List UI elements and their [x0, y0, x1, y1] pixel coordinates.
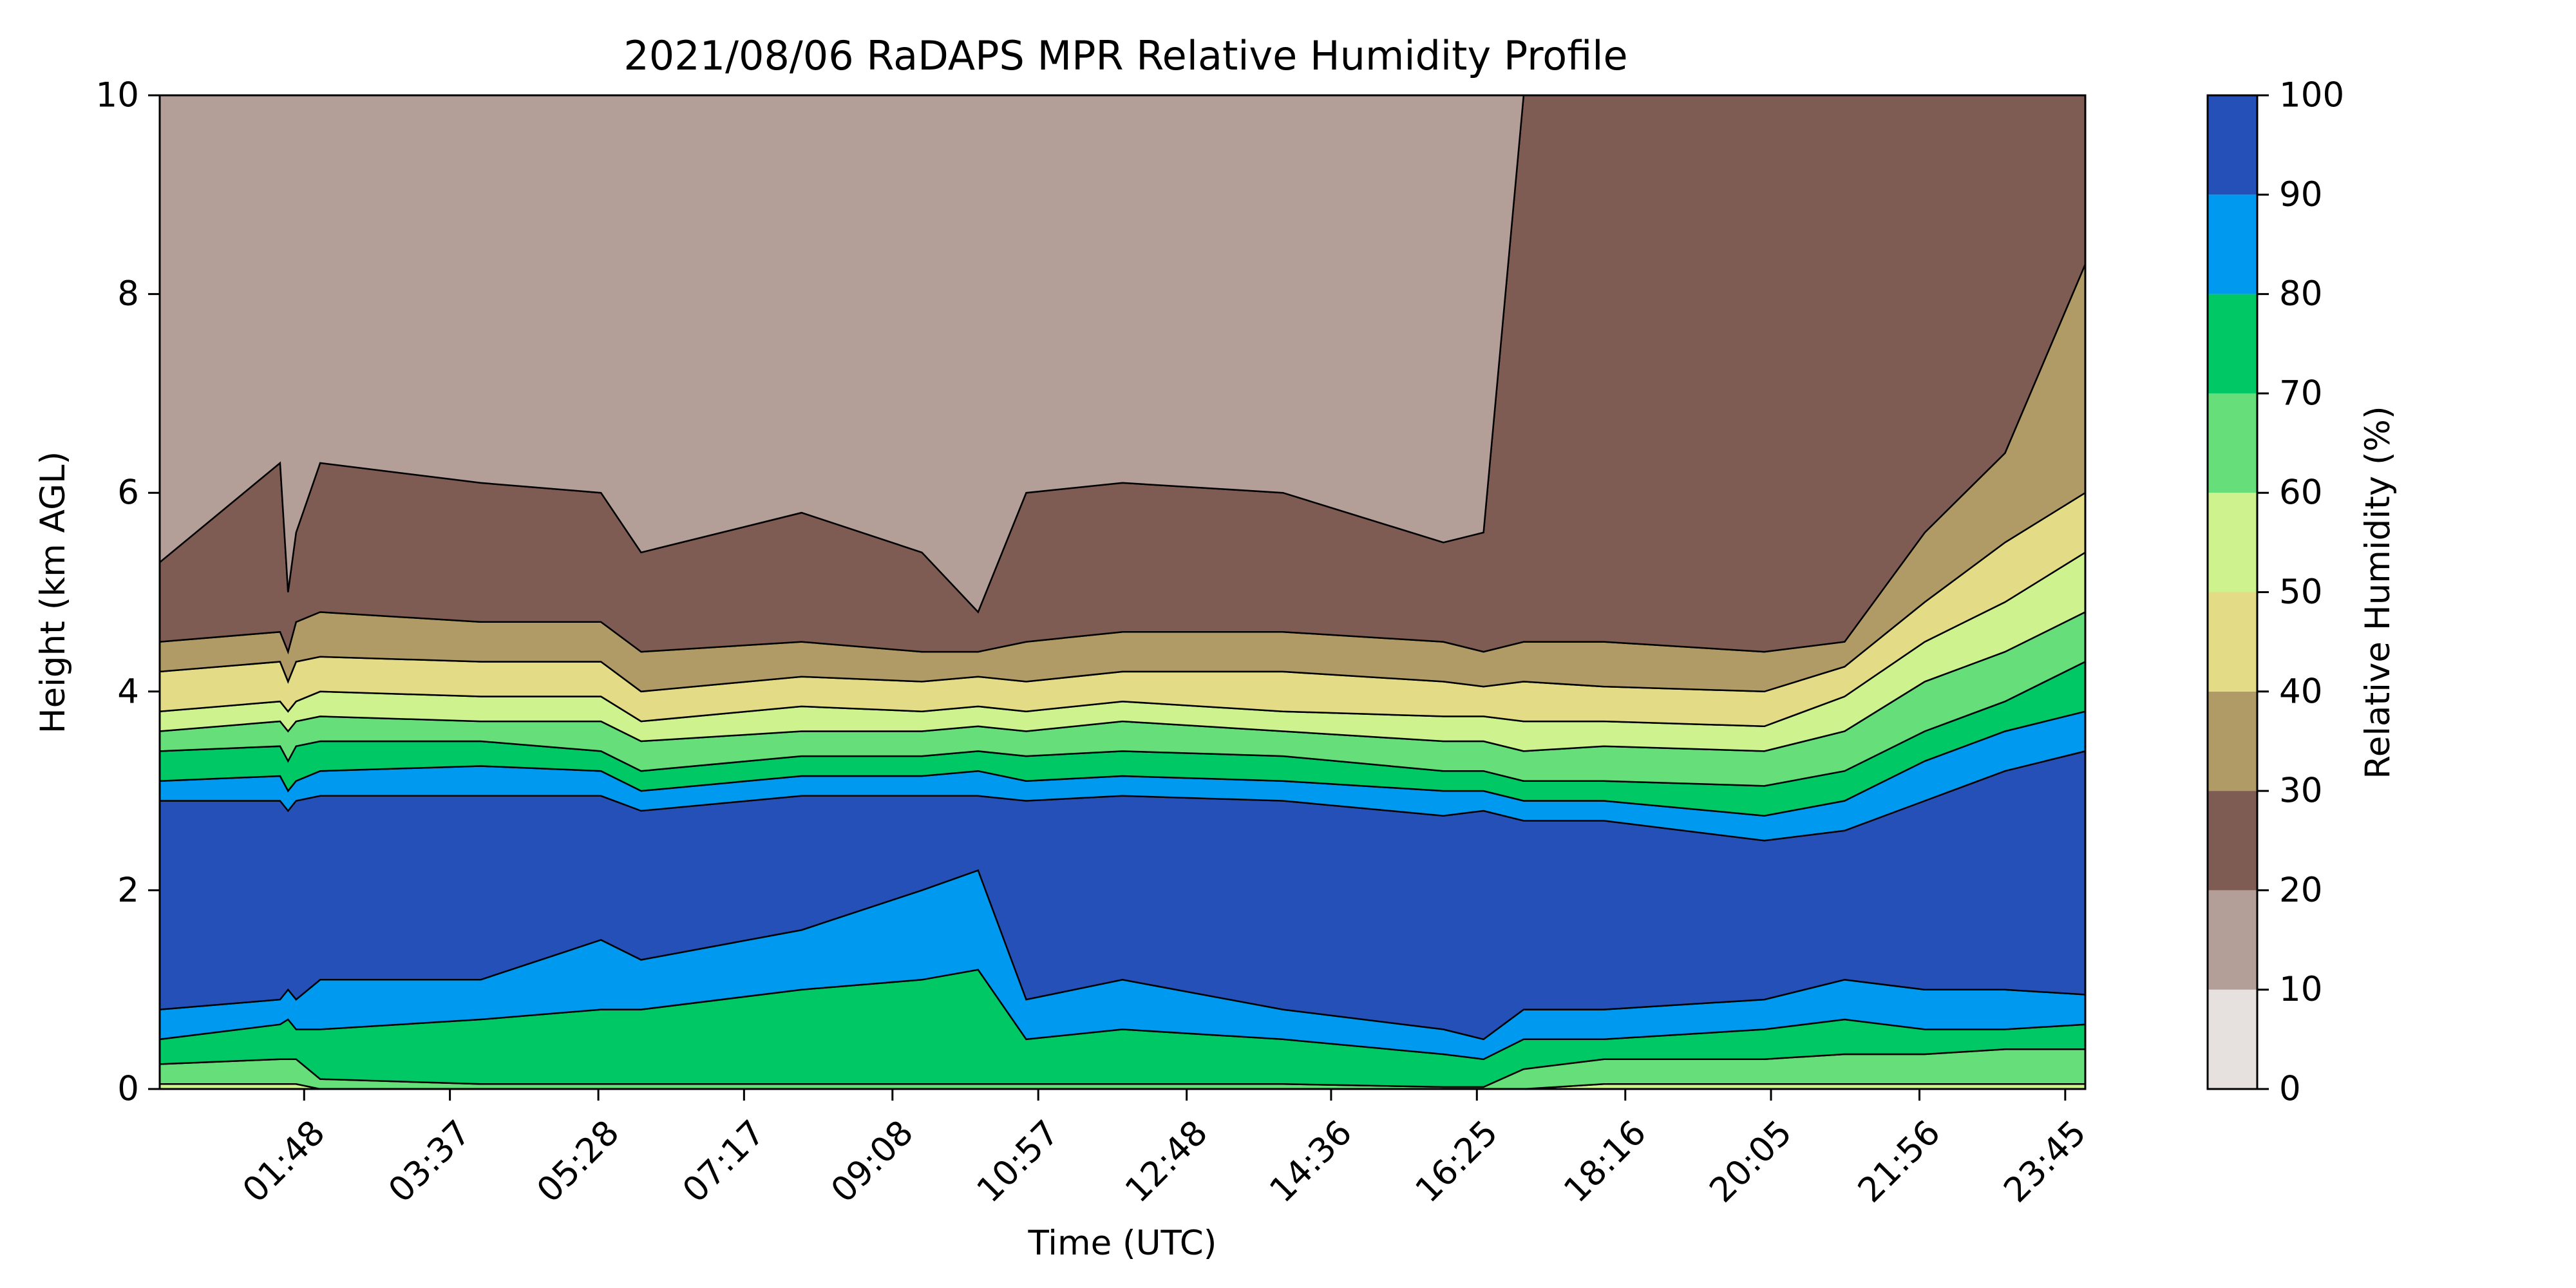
x-tick-label: 23:45	[1996, 1113, 2094, 1210]
colorbar-segment	[2208, 95, 2257, 195]
x-tick-label: 07:17	[676, 1113, 773, 1210]
colorbar-segment	[2208, 393, 2257, 493]
colorbar-segment	[2208, 493, 2257, 592]
y-tick-label: 8	[117, 274, 139, 314]
x-tick-label: 16:25	[1408, 1113, 1505, 1210]
colorbar-tick-label: 0	[2279, 1070, 2301, 1109]
x-tick-label: 09:08	[824, 1113, 921, 1210]
y-axis-ticks: 0 2 4 6 8 10	[96, 76, 160, 1109]
y-axis-label: Height (km AGL)	[33, 451, 73, 734]
x-tick-label: 01:48	[235, 1113, 332, 1210]
colorbar: 0 10 20 30 40 50 60 70 80 90 100	[2206, 76, 2344, 1109]
colorbar-tick-label: 80	[2279, 274, 2322, 314]
colorbar-tick-label: 70	[2279, 374, 2322, 413]
colorbar-segment	[2208, 989, 2257, 1089]
x-tick-label: 14:36	[1262, 1113, 1359, 1210]
band-50-60	[160, 1083, 2085, 1089]
colorbar-tick-label: 90	[2279, 175, 2322, 214]
x-tick-label: 21:56	[1851, 1113, 1948, 1210]
colorbar-tick-label: 100	[2279, 76, 2344, 115]
x-tick-label: 03:37	[381, 1113, 478, 1210]
chart-title: 2021/08/06 RaDAPS MPR Relative Humidity …	[623, 32, 1627, 79]
colorbar-tick-label: 60	[2279, 473, 2322, 513]
y-tick-label: 4	[117, 672, 139, 711]
humidity-bands	[160, 95, 2085, 1089]
colorbar-segment	[2208, 691, 2257, 791]
x-tick-label: 12:48	[1118, 1113, 1215, 1210]
x-axis-label: Time (UTC)	[1028, 1224, 1217, 1263]
colorbar-segment	[2208, 194, 2257, 294]
colorbar-tick-label: 10	[2279, 970, 2322, 1009]
x-axis-ticks: 01:48 03:37 05:28 07:17 09:08 10:57 12:48 14:36…	[235, 1089, 2094, 1210]
x-tick-label: 10:57	[969, 1113, 1066, 1210]
colorbar-label: Relative Humidity (%)	[2358, 406, 2398, 779]
colorbar-segment	[2208, 890, 2257, 990]
x-tick-label: 20:05	[1702, 1113, 1799, 1210]
colorbar-tick-label: 50	[2279, 573, 2322, 612]
y-tick-label: 2	[117, 871, 139, 910]
y-tick-label: 6	[117, 473, 139, 513]
colorbar-tick-label: 40	[2279, 672, 2322, 711]
x-tick-label: 05:28	[529, 1113, 627, 1210]
y-tick-label: 0	[117, 1070, 139, 1109]
x-tick-label: 18:16	[1557, 1113, 1654, 1210]
y-tick-label: 10	[96, 76, 139, 115]
colorbar-segment	[2208, 791, 2257, 891]
plot-area	[160, 95, 2085, 1089]
colorbar-tick-label: 30	[2279, 772, 2322, 811]
band-10-20	[160, 95, 2085, 614]
colorbar-tick-label: 20	[2279, 871, 2322, 910]
plot-frame	[158, 94, 2087, 1090]
colorbar-segment	[2208, 592, 2257, 692]
colorbar-segment	[2208, 294, 2257, 393]
